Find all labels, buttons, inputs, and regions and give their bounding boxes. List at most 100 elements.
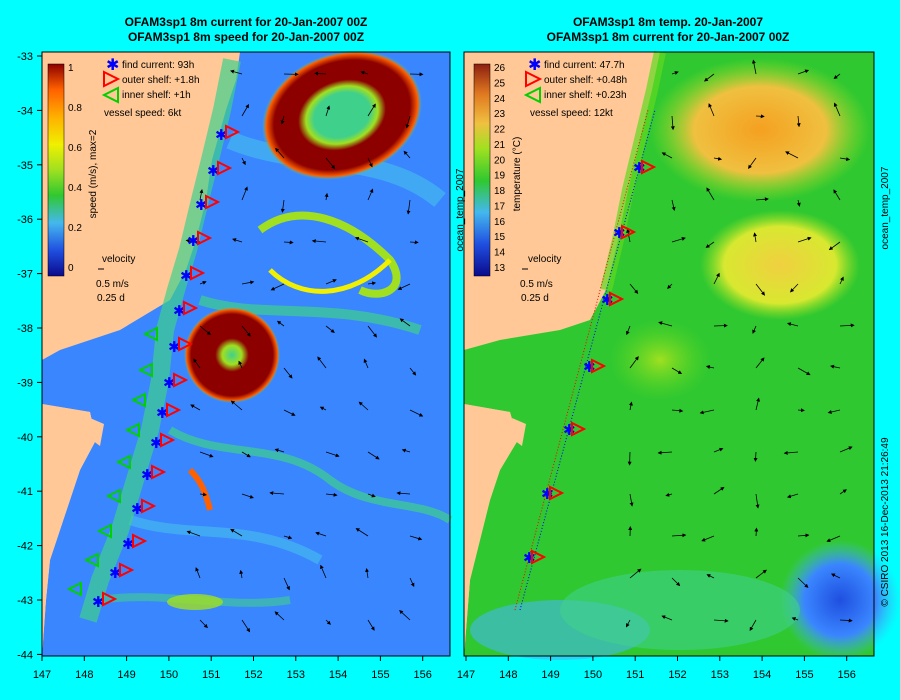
velocity-arrow <box>671 236 686 243</box>
x-tick-label: 152 <box>244 669 262 681</box>
velocity-arrow <box>241 493 254 499</box>
velocity-arrow <box>232 238 243 243</box>
outer-shelf-marker <box>190 265 206 281</box>
outer-shelf-marker <box>225 124 241 140</box>
find-current-marker: ✱ <box>187 233 200 250</box>
x-tick-label: 149 <box>541 669 559 681</box>
velocity-arrow <box>195 567 201 579</box>
outer-shelf-marker <box>102 591 118 607</box>
velocity-arrow <box>274 611 285 621</box>
find-current-marker: ✱ <box>215 127 228 144</box>
outer-shelf-marker <box>173 372 189 388</box>
right-legend-vessel: vessel speed: 12kt <box>530 108 613 119</box>
inner-shelf-marker <box>115 454 131 470</box>
outer-shelf-marker <box>119 562 135 578</box>
x-tick-label: 155 <box>795 669 813 681</box>
find-current-marker: ✱ <box>150 435 163 452</box>
left-velocity-time: 0.25 d <box>97 293 125 304</box>
x-tick-label: 156 <box>414 669 432 681</box>
velocity-arrow <box>839 446 853 453</box>
right-title-line2: OFAM3sp1 8m current for 20-Jan-2007 00Z <box>547 30 790 44</box>
credit-text: © CSIRO 2013 16-Dec-2013 21:26:49 <box>880 437 891 607</box>
left-velocity-label: velocity <box>102 254 135 265</box>
x-tick-label: 147 <box>33 669 51 681</box>
velocity-arrow <box>367 281 377 286</box>
outer-shelf-marker <box>571 421 587 437</box>
velocity-arrow <box>629 493 634 507</box>
velocity-arrow <box>755 357 765 369</box>
velocity-arrow <box>753 232 758 243</box>
outer-shelf-marker <box>531 549 547 565</box>
velocity-arrow <box>315 531 327 537</box>
velocity-arrow <box>199 280 207 285</box>
inner-shelf-marker <box>66 581 82 597</box>
velocity-arrow <box>399 318 411 327</box>
velocity-arrow <box>828 241 841 251</box>
velocity-arrow <box>241 325 251 337</box>
outer-marker-icon <box>103 70 121 88</box>
velocity-arrow <box>755 493 760 509</box>
colorbar-tick: 23 <box>494 109 506 120</box>
left-map: ✱✱✱✱✱✱✱✱✱✱✱✱✱✱✱ <box>41 50 453 657</box>
velocity-arrow <box>283 367 293 379</box>
velocity-arrow <box>325 157 336 170</box>
outer-shelf-marker <box>160 432 176 448</box>
velocity-arrow <box>186 530 201 537</box>
inner-marker-icon <box>523 86 541 104</box>
colorbar-tick: 0.4 <box>68 183 82 194</box>
colorbar-tick: 17 <box>494 201 506 212</box>
velocity-arrow <box>199 189 204 201</box>
colorbar-tick: 21 <box>494 140 506 151</box>
velocity-arrow <box>317 356 327 369</box>
right-velocity-scale: 0.5 m/s <box>520 279 553 290</box>
velocity-arrow <box>324 192 329 201</box>
velocity-arrow <box>753 451 758 462</box>
inner-shelf-marker <box>105 488 121 504</box>
inner-shelf-marker <box>142 326 158 342</box>
velocity-arrow <box>661 152 673 159</box>
velocity-arrow <box>241 451 251 458</box>
right-x-axis: 147 148 149 150 151 152 153 154 155 156 <box>457 656 856 681</box>
velocity-arrow <box>274 448 285 453</box>
x-tick-label: 150 <box>160 669 178 681</box>
y-tick-label: -35 <box>17 160 33 172</box>
velocity-arrow <box>713 486 725 495</box>
colorbar-tick: 22 <box>494 125 506 136</box>
velocity-arrow <box>238 360 243 369</box>
x-tick-label: 153 <box>287 669 305 681</box>
x-tick-label: 147 <box>457 669 475 681</box>
velocity-arrow <box>325 105 331 117</box>
left-x-axis: 147 148 149 150 151 152 153 154 155 156 <box>33 656 432 681</box>
velocity-arrow <box>783 450 799 455</box>
velocity-arrow <box>755 197 769 202</box>
colorbar-tick: 16 <box>494 217 506 228</box>
x-tick-label: 150 <box>584 669 602 681</box>
velocity-arrow <box>785 151 799 159</box>
velocity-arrow <box>355 528 369 537</box>
velocity-arrow <box>367 619 375 631</box>
outer-marker-icon <box>525 70 543 88</box>
x-tick-label: 148 <box>75 669 93 681</box>
velocity-arrow <box>754 527 759 537</box>
velocity-arrow <box>311 239 327 244</box>
left-legend-outer: outer shelf: +1.8h <box>122 75 200 86</box>
y-tick-label: -36 <box>17 214 33 226</box>
velocity-arrow <box>826 535 841 542</box>
velocity-arrow <box>839 157 851 162</box>
velocity-arrow <box>671 533 687 538</box>
velocity-arrow <box>230 69 243 75</box>
right-side-label: ocean_temp_2007 <box>880 166 891 249</box>
velocity-arrow <box>839 489 847 495</box>
velocity-arrow <box>409 367 417 376</box>
velocity-arrow <box>839 618 853 623</box>
velocity-arrow <box>629 356 639 369</box>
find-current-marker: ✱ <box>131 501 144 518</box>
velocity-arrow <box>367 103 376 117</box>
left-title-line2: OFAM3sp1 8m speed for 20-Jan-2007 00Z <box>128 30 364 44</box>
velocity-arrow <box>365 567 370 579</box>
find-current-marker: ✱ <box>180 268 193 285</box>
y-tick-label: -38 <box>17 323 33 335</box>
velocity-arrow <box>704 73 715 82</box>
outer-shelf-marker <box>151 464 167 480</box>
velocity-arrow <box>403 150 411 159</box>
